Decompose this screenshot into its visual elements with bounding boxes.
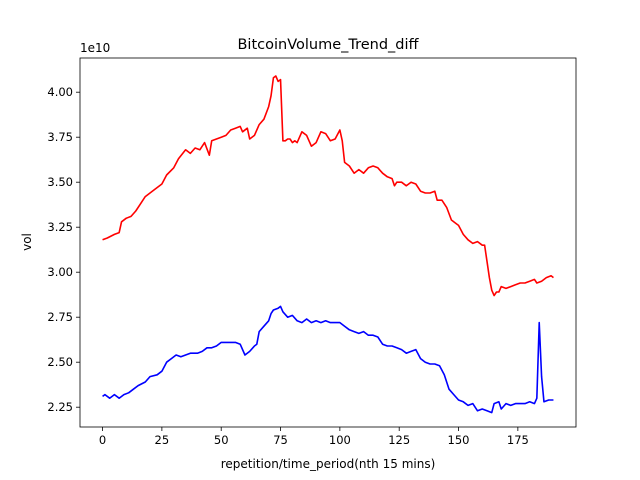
y-tick-label: 3.50: [47, 175, 73, 189]
x-tick-label: 175: [507, 433, 529, 447]
y-tick-label: 3.00: [47, 265, 73, 279]
y-axis-label: vol: [20, 233, 34, 251]
plot-lines: [102, 75, 554, 414]
series-line-1: [102, 75, 554, 297]
plot-frame: [79, 57, 577, 428]
x-tick-label: 50: [214, 433, 229, 447]
x-tick-label: 25: [155, 433, 170, 447]
y-tick-label: 3.75: [47, 130, 73, 144]
x-tick-label: 100: [329, 433, 351, 447]
x-tick-label: 125: [388, 433, 410, 447]
x-tick-label: 150: [448, 433, 470, 447]
x-axis-label: repetition/time_period(nth 15 mins): [221, 457, 436, 471]
x-axis-ticks: 0 25 50 75 100 125 150 175: [99, 427, 529, 447]
y-tick-label: 2.75: [47, 310, 73, 324]
y-axis-ticks: 2.25 2.50 2.75 3.00 3.25 3.50 3.75 4.00: [47, 85, 80, 414]
y-tick-label: 4.00: [47, 85, 73, 99]
series-line-2: [102, 305, 554, 414]
y-tick-label: 2.25: [47, 400, 73, 414]
y-tick-label: 3.25: [47, 220, 73, 234]
y-tick-label: 2.50: [47, 355, 73, 369]
y-axis-offset-label: 1e10: [80, 41, 110, 55]
x-tick-label: 75: [273, 433, 288, 447]
chart-title: BitcoinVolume_Trend_diff: [237, 37, 419, 53]
x-tick-label: 0: [99, 433, 106, 447]
